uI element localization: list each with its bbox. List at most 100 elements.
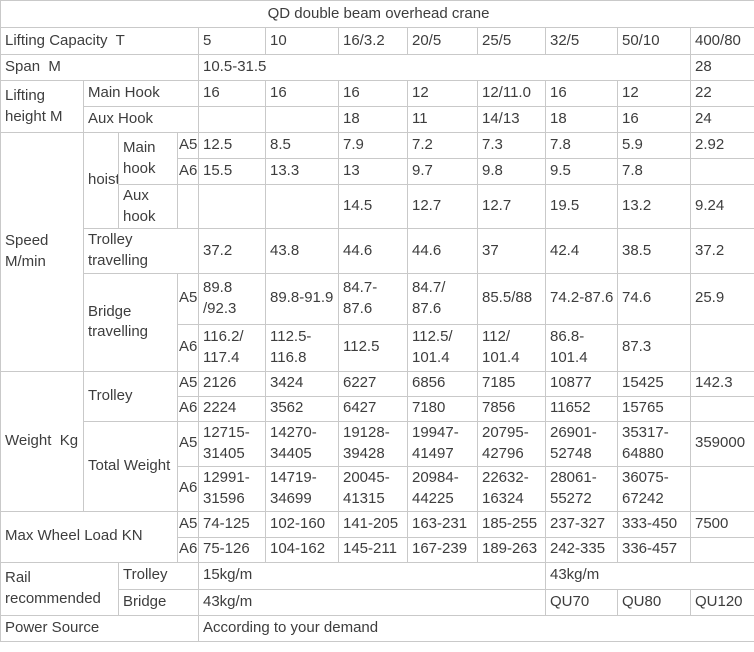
spec-value-cell <box>689 536 754 563</box>
spec-value-cell: 142.3 <box>689 370 754 397</box>
spec-value-cell: 7.8 <box>545 132 618 159</box>
spec-value-cell: 112.5- 116.8 <box>265 323 339 372</box>
spec-value-cell: 13.3 <box>265 158 339 185</box>
spec-value-cell: 75-126 <box>198 536 266 563</box>
spec-value-cell <box>689 158 754 185</box>
class-a6-label: A6 <box>177 395 199 422</box>
capacity-value: 16/3.2 <box>338 27 408 55</box>
spec-value-cell: 12.7 <box>407 183 478 230</box>
spec-value-cell: 8.5 <box>265 132 339 159</box>
spec-value-cell: 141-205 <box>338 510 408 538</box>
spec-value-cell: 9.24 <box>689 183 754 230</box>
spec-value-cell: 3424 <box>265 370 339 397</box>
spec-value-cell: 7.3 <box>477 132 546 159</box>
spec-value-cell: 6856 <box>407 370 478 397</box>
capacity-value: 20/5 <box>407 27 478 55</box>
rail-bridge-label: Bridge <box>118 588 199 616</box>
spec-value-cell: 26901- 52748 <box>545 420 618 467</box>
trolley-travelling-label: Trolley travelling <box>83 228 199 274</box>
spec-value-cell: 38.5 <box>617 228 691 274</box>
spec-value-cell: 102-160 <box>265 510 339 538</box>
spec-value-cell: 15765 <box>617 395 691 422</box>
spec-value-cell: 86.8- 101.4 <box>545 323 618 372</box>
empty-cell <box>177 183 199 230</box>
spec-value-cell: 37 <box>477 228 546 274</box>
spec-value-cell: 185-255 <box>477 510 546 538</box>
rail-bridge-qu70-value: QU70 <box>545 588 618 616</box>
spec-value-cell: 14270- 34405 <box>265 420 339 467</box>
spec-value-cell: 84.7/ 87.6 <box>407 272 478 325</box>
span-value: 10.5-31.5 <box>198 54 691 81</box>
class-a6-label: A6 <box>177 465 199 512</box>
spec-value-cell: 104-162 <box>265 536 339 563</box>
spec-value-cell: 85.5/88 <box>477 272 546 325</box>
spec-value-cell: 112.5 <box>338 323 408 372</box>
spec-value-cell: 37.2 <box>689 228 754 274</box>
spec-value-cell: 36075- 67242 <box>617 465 691 512</box>
bridge-travelling-label: Bridge travelling <box>83 272 178 372</box>
spec-value-cell <box>198 183 266 230</box>
spec-value-cell: 12715- 31405 <box>198 420 266 467</box>
spec-value-cell: 89.8-91.9 <box>265 272 339 325</box>
spec-value-cell: 20045- 41315 <box>338 465 408 512</box>
capacity-value: 10 <box>265 27 339 55</box>
spec-value-cell: 112.5/ 101.4 <box>407 323 478 372</box>
spec-value-cell: 16 <box>545 80 618 107</box>
spec-value-cell: 163-231 <box>407 510 478 538</box>
spec-value-cell: 28061- 55272 <box>545 465 618 512</box>
spec-value-cell: 20795- 42796 <box>477 420 546 467</box>
rail-trolley-right-value: 43kg/m <box>544 561 754 590</box>
spec-value-cell: 19.5 <box>545 183 618 230</box>
spec-value-cell: 5.9 <box>617 132 691 159</box>
hoist-label: hoist <box>83 131 119 230</box>
spec-value-cell: 24 <box>689 106 754 133</box>
spec-value-cell: 7185 <box>477 370 546 397</box>
rail-recommended-label: Rail recommended <box>0 561 119 616</box>
table-row: Weight Kg Trolley A5 2126 3424 6227 6856… <box>0 370 754 512</box>
spec-value-cell: 18 <box>545 106 618 133</box>
table-row: Bridge 43kg/m QU70 QU80 QU120 <box>1 588 754 616</box>
spec-value-cell: 43.8 <box>265 228 339 274</box>
table-row: Speed M/min hoist Main hook A5 12.5 8.5 … <box>0 131 754 372</box>
weight-label: Weight Kg <box>0 370 84 512</box>
capacity-value: 400/80 <box>689 27 754 55</box>
spec-value-cell: 74.6 <box>617 272 691 325</box>
spec-value-cell: 11 <box>407 106 478 133</box>
class-a6-label: A6 <box>177 536 199 563</box>
spec-value-cell <box>689 323 754 372</box>
spec-value-cell: 22 <box>689 80 754 107</box>
spec-value-cell: 189-263 <box>477 536 546 563</box>
spec-value-cell: 16 <box>338 80 408 107</box>
table-row: Total Weight A5 12715- 31405 14270- 3440… <box>1 420 754 512</box>
spec-value-cell: 12.5 <box>198 132 266 159</box>
table-row: Aux hook 14.5 12.7 12.7 19.5 13.2 9.24 <box>1 183 754 230</box>
max-wheel-load-label: Max Wheel Load KN <box>0 510 178 563</box>
spec-value-cell: 7856 <box>477 395 546 422</box>
spec-value-cell: 12991- 31596 <box>198 465 266 512</box>
spec-value-cell: 12.7 <box>477 183 546 230</box>
class-a5-label: A5 <box>177 272 199 325</box>
table-row: QD double beam overhead crane <box>0 0 754 28</box>
class-a5-label: A5 <box>177 370 199 397</box>
spec-value-cell <box>689 465 754 512</box>
class-a6-label: A6 <box>177 158 199 185</box>
spec-value-cell: 10877 <box>545 370 618 397</box>
rail-bridge-qu80-value: QU80 <box>617 588 691 616</box>
spec-value-cell: 6227 <box>338 370 408 397</box>
speed-label: Speed M/min <box>0 132 84 372</box>
rail-bridge-qu120-value: QU120 <box>689 588 754 616</box>
spec-value-cell: 16 <box>198 80 266 107</box>
spec-value-cell: 44.6 <box>338 228 408 274</box>
spec-value-cell: 42.4 <box>545 228 618 274</box>
spec-value-cell <box>689 395 754 422</box>
spec-value-cell: 237-327 <box>545 510 618 538</box>
spec-value-cell: 242-335 <box>545 536 618 563</box>
spec-value-cell: 16 <box>265 80 339 107</box>
spec-value-cell <box>265 183 339 230</box>
class-a5-label: A5 <box>177 132 199 159</box>
class-a5-label: A5 <box>177 510 199 538</box>
spec-value-cell: 14/13 <box>477 106 546 133</box>
lifting-height-label: Lifting height M <box>0 80 84 133</box>
spec-value-cell <box>198 106 266 133</box>
